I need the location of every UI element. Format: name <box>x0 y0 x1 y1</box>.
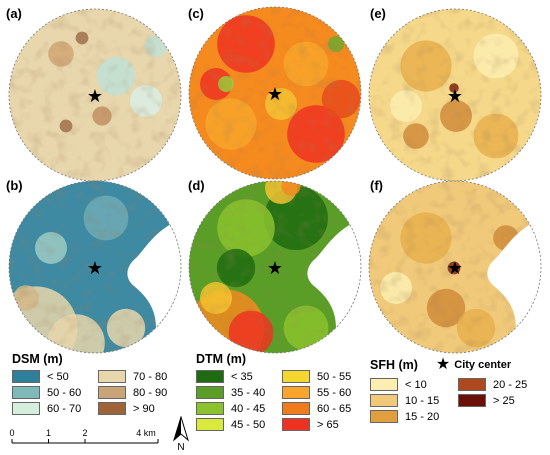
north-label: N <box>177 442 184 452</box>
legend-item: 80 - 90 <box>98 386 174 399</box>
legend-swatch <box>370 410 398 423</box>
legend-label: 20 - 25 <box>493 378 528 391</box>
legend-label: < 50 <box>47 370 69 383</box>
legend-label: 45 - 50 <box>231 418 266 431</box>
legend-swatch <box>458 394 486 407</box>
legend-swatch <box>370 378 398 391</box>
city-center-label: City center <box>454 359 512 371</box>
sfh-legend-items: < 10 20 - 25 10 - 15 > 25 15 - 20 <box>370 378 536 423</box>
legend-swatch <box>12 402 40 415</box>
legend-item: 20 - 25 <box>458 378 536 391</box>
legend-item: 50 - 60 <box>12 386 88 399</box>
legend-item: 60 - 70 <box>12 402 88 415</box>
dtm-legend-title: DTM (m) <box>196 352 246 366</box>
legend-item: 15 - 20 <box>370 410 448 423</box>
legend-swatch <box>282 402 310 415</box>
dsm-legend-title: DSM (m) <box>12 352 63 366</box>
legend-label: < 35 <box>231 370 253 383</box>
legend-swatch <box>98 386 126 399</box>
legend-swatch <box>12 386 40 399</box>
legend-item: > 65 <box>282 418 358 431</box>
legend-item: 35 - 40 <box>196 386 272 399</box>
city-center-star-icon: ★ <box>435 356 451 373</box>
legend-label: > 25 <box>493 394 515 407</box>
legend-label: 15 - 20 <box>405 410 440 423</box>
legend-swatch <box>196 386 224 399</box>
legend-label: 55 - 60 <box>317 386 352 399</box>
legend-label: 70 - 80 <box>133 370 168 383</box>
scale-tick-label: 0 <box>9 428 14 438</box>
dsm-legend: DSM (m) < 50 70 - 80 50 - 60 80 - 90 60 - 70… <box>12 352 174 415</box>
city-center-star-icon: ★ <box>267 84 283 105</box>
legend-item: < 10 <box>370 378 448 391</box>
scale-tick-label: 1 <box>46 428 51 438</box>
legend-label: 10 - 15 <box>405 394 440 407</box>
dsm-legend-items: < 50 70 - 80 50 - 60 80 - 90 60 - 70 > 90 <box>12 370 174 415</box>
legend-item: 10 - 15 <box>370 394 448 407</box>
legend-item: 70 - 80 <box>98 370 174 383</box>
scale-tick-label: 2 <box>82 428 87 438</box>
dtm-legend-items: < 35 50 - 55 35 - 40 55 - 60 40 - 45 60 - 65 4… <box>196 370 358 431</box>
legend-item: 55 - 60 <box>282 386 358 399</box>
panel-d-dtm-map: ★ <box>186 178 364 356</box>
scale-tick-label: 4 km <box>136 428 156 438</box>
panel-f-sfh-map: ★ <box>366 178 544 356</box>
city-center-star-icon: ★ <box>447 258 463 279</box>
legend-swatch <box>282 386 310 399</box>
legend-label: 40 - 45 <box>231 402 266 415</box>
legend-item: > 90 <box>98 402 174 415</box>
city-center-star-icon: ★ <box>447 86 463 107</box>
scale-bar: 0 1 2 4 km <box>9 428 159 444</box>
legend-item: 50 - 55 <box>282 370 358 383</box>
north-arrow-icon: N <box>173 416 189 452</box>
panel-b-label: (b) <box>6 178 23 193</box>
legend-swatch <box>282 418 310 431</box>
legend-label: > 65 <box>317 418 339 431</box>
legend-label: 60 - 65 <box>317 402 352 415</box>
legend-swatch <box>196 402 224 415</box>
legend-label: 50 - 55 <box>317 370 352 383</box>
legend-swatch <box>196 370 224 383</box>
city-center-star-icon: ★ <box>267 258 283 279</box>
legend-swatch <box>196 418 224 431</box>
legend-item: 60 - 65 <box>282 402 358 415</box>
panel-e-label: (e) <box>370 6 386 21</box>
legend-label: > 90 <box>133 402 155 415</box>
legend-swatch <box>282 370 310 383</box>
legend-item: > 25 <box>458 394 536 407</box>
panel-a-dsm-map: ★ <box>6 6 184 184</box>
legend-label: 35 - 40 <box>231 386 266 399</box>
dtm-legend: DTM (m) < 35 50 - 55 35 - 40 55 - 60 40 - 45… <box>196 352 358 431</box>
panel-c-label: (c) <box>188 6 204 21</box>
legend-label: 80 - 90 <box>133 386 168 399</box>
panel-b-dsm-map: ★ <box>6 178 184 356</box>
legend-item: < 35 <box>196 370 272 383</box>
legend-swatch <box>98 370 126 383</box>
legend-swatch <box>370 394 398 407</box>
legend-label: 60 - 70 <box>47 402 82 415</box>
panel-c-dtm-map: ★ <box>186 4 364 182</box>
panel-a-label: (a) <box>6 6 22 21</box>
sfh-legend-title: SFH (m) <box>370 358 418 372</box>
legend-item: 40 - 45 <box>196 402 272 415</box>
city-center-star-icon: ★ <box>87 258 103 279</box>
legend-swatch <box>98 402 126 415</box>
panel-d-label: (d) <box>188 178 205 193</box>
legend-swatch <box>12 370 40 383</box>
panel-f-label: (f) <box>370 178 383 193</box>
legend-label: < 10 <box>405 378 427 391</box>
legend-item <box>458 410 536 423</box>
legend-item: 45 - 50 <box>196 418 272 431</box>
legend-item: < 50 <box>12 370 88 383</box>
sfh-legend: SFH (m) ★ City center < 10 20 - 25 10 - 15… <box>370 356 536 423</box>
panel-e-sfh-map: ★ <box>366 6 544 184</box>
legend-swatch <box>458 378 486 391</box>
city-center-star-icon: ★ <box>87 86 103 107</box>
legend-label: 50 - 60 <box>47 386 82 399</box>
